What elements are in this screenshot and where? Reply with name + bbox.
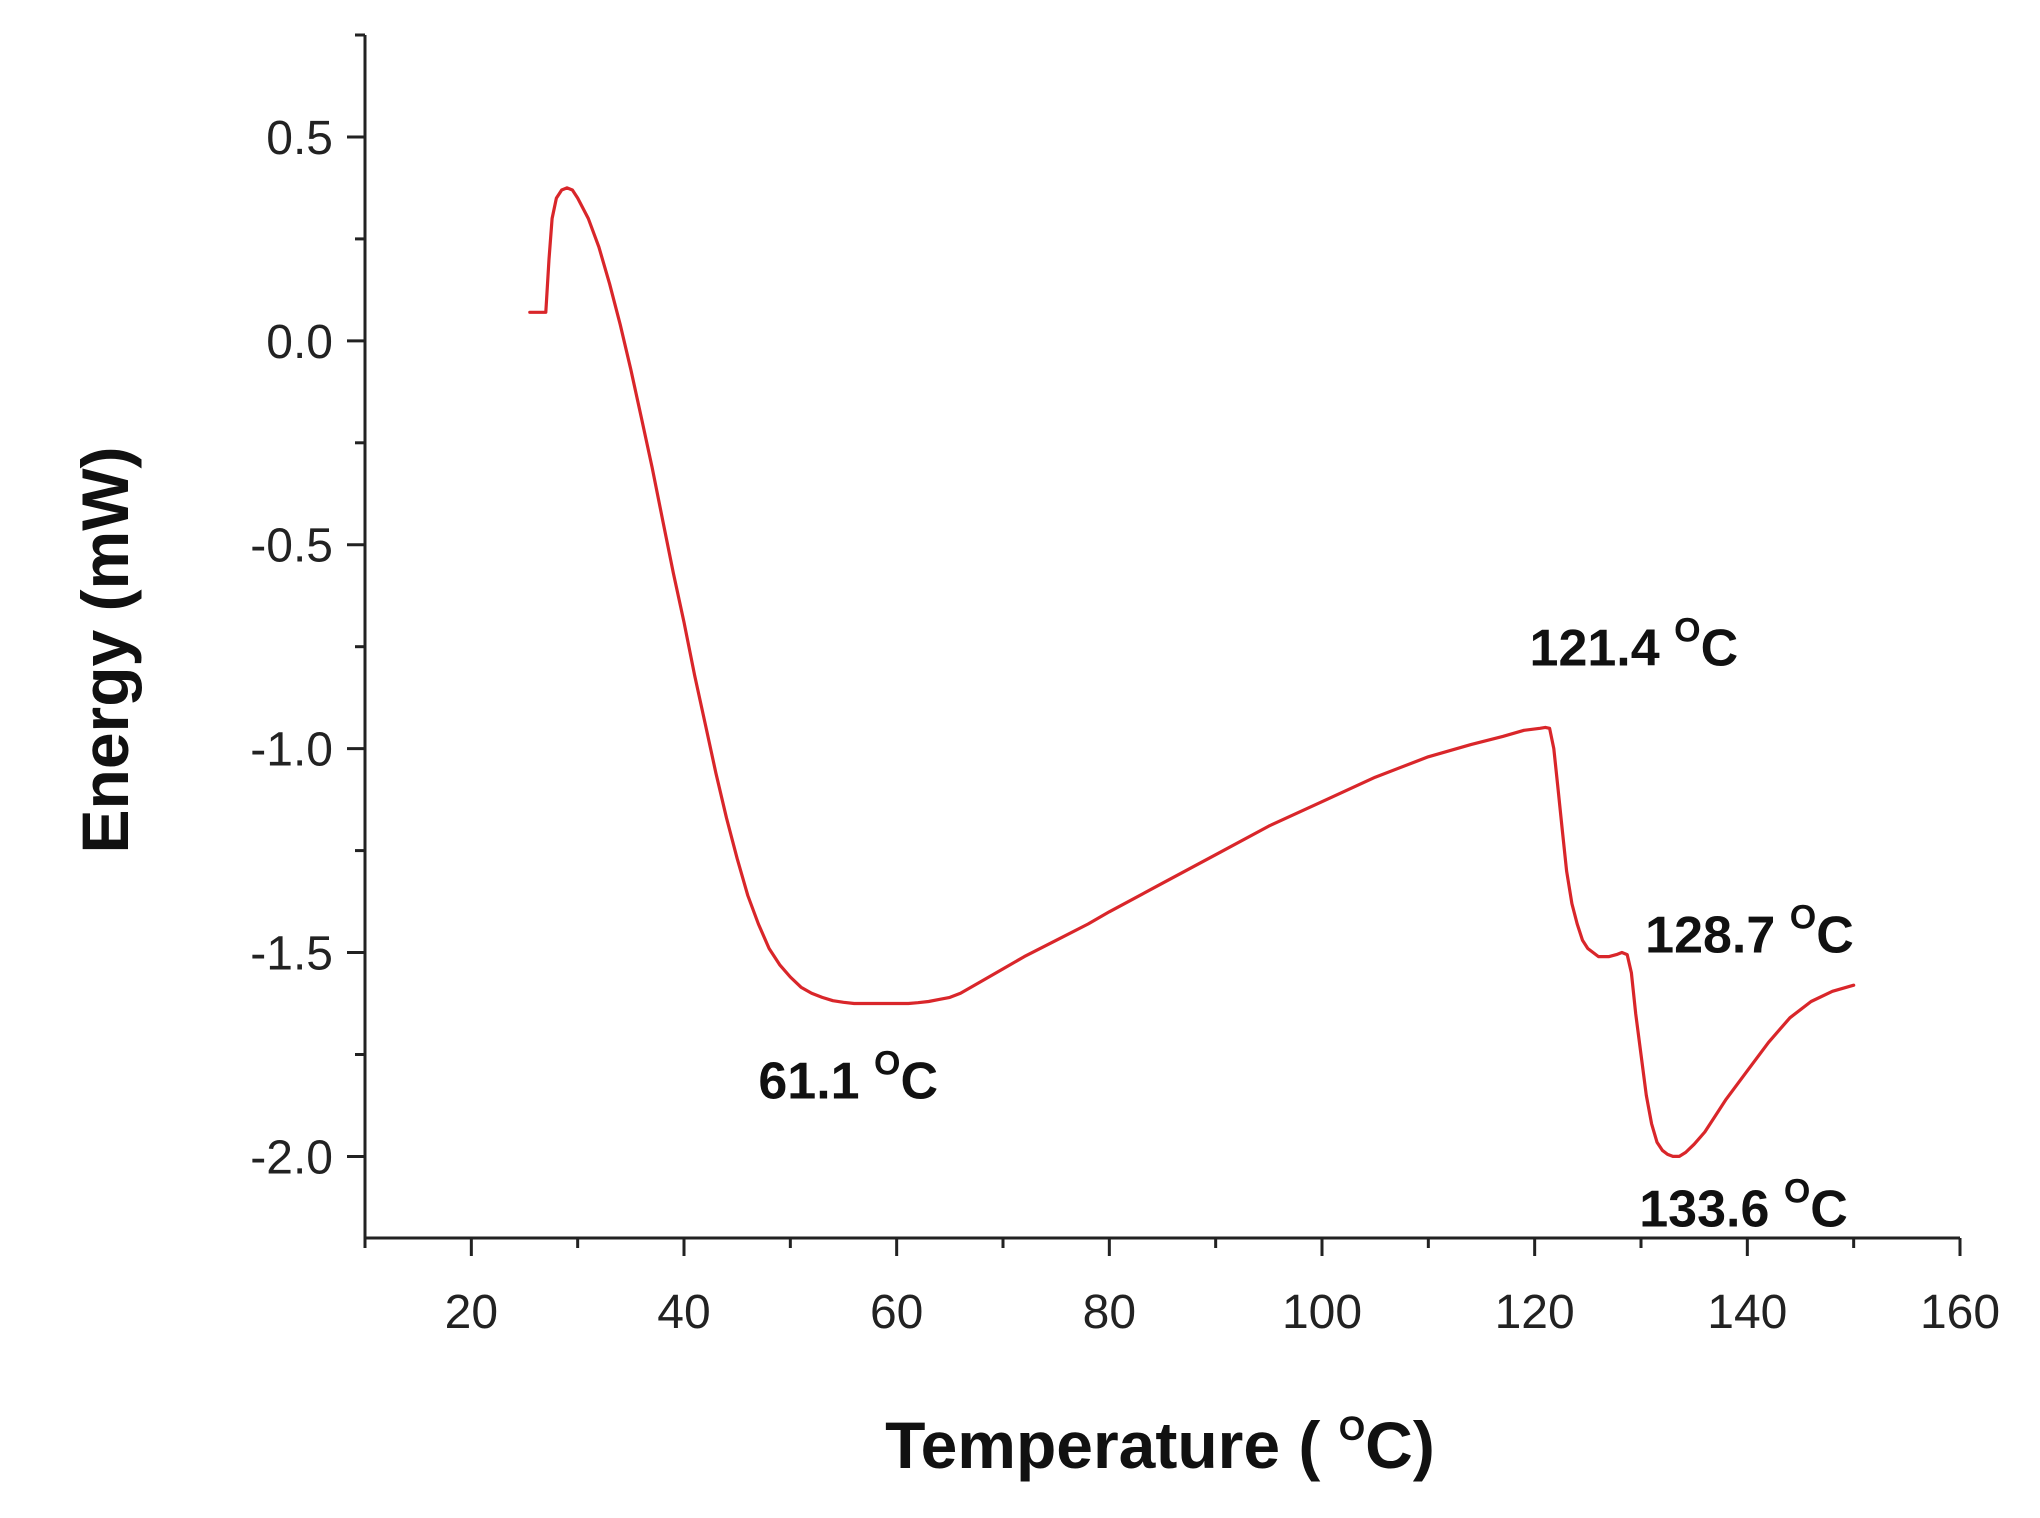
peak-annotation-degree: O <box>1790 899 1816 937</box>
y-tick-label: -1.5 <box>250 928 333 981</box>
x-tick-label: 160 <box>1920 1286 2000 1339</box>
y-tick-label: -2.0 <box>250 1131 333 1184</box>
x-tick-label: 120 <box>1495 1286 1575 1339</box>
peak-annotation-unit: C <box>1701 619 1739 677</box>
tick-labels: 20 40 60 80 100 120 140 160 0.5 0.0 -0.5 -1.0 -1.5 -2… <box>250 112 2000 1339</box>
peak-annotation-value: 61.1 <box>758 1053 874 1111</box>
peak-annotation-value: 133.6 <box>1639 1180 1784 1238</box>
series <box>528 186 1856 1159</box>
y-axis-label: Energy (mW) <box>68 446 142 853</box>
x-tick-label: 20 <box>445 1286 498 1339</box>
peak-annotation-value: 128.7 <box>1645 907 1790 965</box>
peak-annotation: 128.7 OC <box>1645 899 1854 965</box>
peak-annotation: 121.4 OC <box>1530 611 1739 677</box>
x-tick-label: 40 <box>657 1286 710 1339</box>
peak-annotation: 133.6 OC <box>1639 1172 1848 1238</box>
x-tick-label: 80 <box>1083 1286 1136 1339</box>
x-tick-label: 60 <box>870 1286 923 1339</box>
ticks <box>347 33 1962 1256</box>
peak-annotation-degree: O <box>874 1045 900 1083</box>
x-tick-label: 140 <box>1707 1286 1787 1339</box>
axes <box>363 35 1960 1240</box>
peak-annotation-degree: O <box>1674 611 1700 649</box>
y-tick-label: 0.5 <box>266 112 333 165</box>
x-axis-label-degree: O <box>1339 1410 1365 1448</box>
x-axis-label-text: Temperature ( <box>885 1408 1339 1482</box>
dsc-curve <box>528 186 1856 1159</box>
x-tick-label: 100 <box>1282 1286 1362 1339</box>
y-tick-label: -0.5 <box>250 520 333 573</box>
x-axis-label: Temperature ( OC) <box>885 1408 1435 1482</box>
peak-annotation-degree: O <box>1784 1172 1810 1210</box>
peak-annotation-unit: C <box>1810 1180 1848 1238</box>
y-tick-label: -1.0 <box>250 724 333 777</box>
peak-annotation-unit: C <box>900 1053 938 1111</box>
peak-annotation-unit: C <box>1816 907 1854 965</box>
peak-annotation: 61.1 OC <box>758 1045 938 1111</box>
y-tick-label: 0.0 <box>266 316 333 369</box>
x-axis-label-unit: C) <box>1365 1408 1435 1482</box>
peak-annotation-value: 121.4 <box>1530 619 1675 677</box>
